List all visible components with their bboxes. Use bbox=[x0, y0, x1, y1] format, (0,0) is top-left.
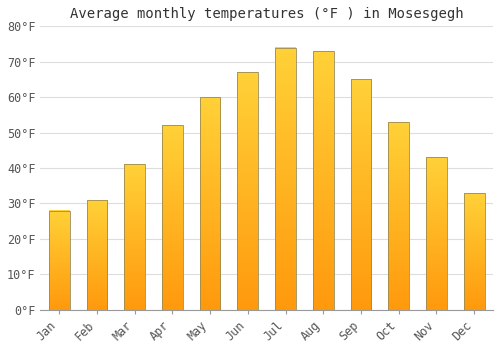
Bar bbox=[124, 164, 145, 310]
Bar bbox=[350, 79, 372, 310]
Bar bbox=[86, 200, 108, 310]
Bar bbox=[426, 158, 447, 310]
Bar bbox=[464, 193, 484, 310]
Bar bbox=[200, 97, 220, 310]
Bar bbox=[313, 51, 334, 310]
Title: Average monthly temperatures (°F ) in Mosesgegh: Average monthly temperatures (°F ) in Mo… bbox=[70, 7, 464, 21]
Bar bbox=[238, 72, 258, 310]
Bar bbox=[49, 210, 70, 310]
Bar bbox=[162, 126, 182, 310]
Bar bbox=[275, 48, 296, 310]
Bar bbox=[388, 122, 409, 310]
